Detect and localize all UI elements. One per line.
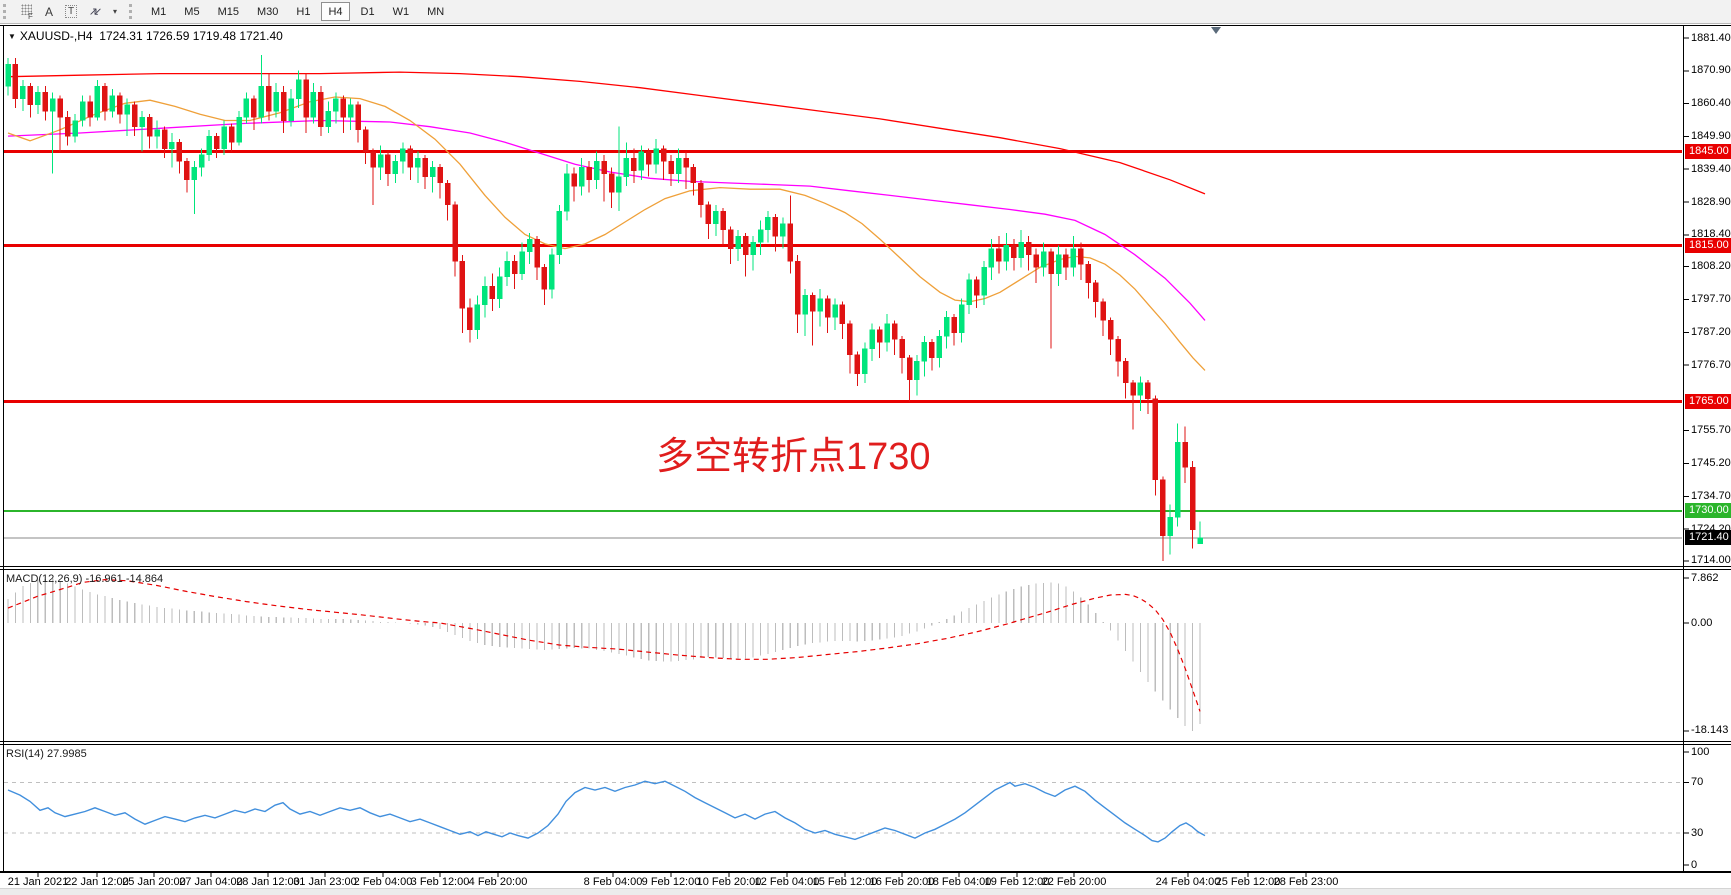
timeframe-button-M5[interactable]: M5 (177, 2, 207, 21)
price-tick-label: 1849.90 (1691, 129, 1731, 142)
price-tick-label: 1714.00 (1691, 554, 1731, 567)
candlestick-series (5, 54, 1203, 561)
time-axis-label: 25 Jan 20:00 (122, 876, 186, 888)
arrows-dropdown-button[interactable]: ▾ (105, 2, 125, 22)
timeframe-button-M30[interactable]: M30 (249, 2, 285, 21)
window-bottom-edge (0, 888, 1731, 895)
time-axis-label: 3 Feb 12:00 (410, 876, 470, 888)
time-axis-label: 22 Jan 12:00 (65, 876, 129, 888)
price-tick-label: 1776.70 (1691, 358, 1731, 371)
rsi-tick-label: 100 (1691, 745, 1710, 758)
time-axis-label: 28 Jan 12:00 (236, 876, 300, 888)
time-axis-label: 8 Feb 04:00 (583, 876, 643, 888)
price-badge-1721.40: 1721.40 (1685, 530, 1731, 546)
ma-magenta-mid (7, 119, 1206, 321)
time-axis-label: 16 Feb 20:00 (869, 876, 935, 888)
time-axis-label: 9 Feb 12:00 (641, 876, 701, 888)
toolbar-drag-grip[interactable] (3, 4, 10, 19)
timeframe-button-W1[interactable]: W1 (385, 2, 417, 21)
text-label-button[interactable]: T (61, 2, 81, 22)
timeframe-toolbar: M1 M5 M15 M30 H1 H4 D1 W1 MN (142, 2, 453, 21)
timeframe-button-H1[interactable]: H1 (289, 2, 318, 21)
t-box-icon: T (64, 5, 78, 18)
time-axis-label: 4 Feb 20:00 (468, 876, 528, 888)
price-tick-label: 1808.20 (1691, 260, 1731, 273)
timeframe-button-D1[interactable]: D1 (353, 2, 382, 21)
time-axis-label: 19 Feb 12:00 (984, 876, 1050, 888)
chart-annotation-text: 多空转折点1730 (656, 436, 931, 478)
price-tick-label: 1818.40 (1691, 228, 1731, 241)
rsi-tick-label: 70 (1691, 775, 1704, 788)
price-tick-label: 1734.70 (1691, 489, 1731, 502)
ma-red-long (7, 71, 1206, 195)
price-tick-label: 1797.70 (1691, 292, 1731, 305)
price-tick-label: 1881.40 (1691, 31, 1731, 44)
time-axis-label: 18 Feb 04:00 (926, 876, 992, 888)
dot-grid-icon (21, 4, 33, 15)
toolbar: F A T ↗↙ ▾ M1 M5 M15 M30 H1 H4 D1 W1 MN (0, 0, 1731, 24)
chart-ohlc-quote: 1724.31 1726.59 1719.48 1721.40 (99, 29, 283, 43)
timeframe-button-M15[interactable]: M15 (210, 2, 246, 21)
grid-f-icon-label: F (28, 11, 33, 21)
text-a-button[interactable]: A (39, 2, 59, 22)
rsi-tick-label: 30 (1691, 826, 1704, 839)
price-badge-1730.00: 1730.00 (1685, 503, 1731, 519)
time-axis-label: 27 Jan 04:00 (179, 876, 243, 888)
price-badge-1815.00: 1815.00 (1685, 237, 1731, 253)
price-badge-1845.00: 1845.00 (1685, 144, 1731, 160)
time-axis-label: 24 Feb 04:00 (1155, 876, 1221, 888)
chart-symbol-period: XAUUSD-,H4 (19, 29, 93, 43)
macd-indicator-label: MACD(12,26,9) -16.961 -14.864 (6, 573, 164, 585)
price-tick-label: 1787.20 (1691, 325, 1731, 338)
price-tick-label: 1745.20 (1691, 456, 1731, 469)
time-axis-label: 21 Jan 2021 (7, 876, 69, 888)
rsi-indicator-label: RSI(14) 27.9985 (6, 748, 87, 760)
timeframe-button-MN[interactable]: MN (420, 2, 452, 21)
price-tick-label: 1860.40 (1691, 97, 1731, 110)
macd-tick-label: 0.00 (1691, 616, 1713, 629)
rsi-tick-label: 0 (1691, 858, 1698, 871)
time-axis-label: 15 Feb 12:00 (812, 876, 878, 888)
ma-orange-fast (7, 96, 1206, 371)
time-axis-label: 25 Feb 12:00 (1215, 876, 1281, 888)
time-axis-label: 2 Feb 04:00 (353, 876, 413, 888)
cursor-arrows-button[interactable]: ↗↙ (83, 2, 103, 22)
rsi-line (7, 780, 1206, 843)
time-axis-label: 31 Jan 23:00 (293, 876, 357, 888)
price-tick-label: 1755.70 (1691, 424, 1731, 437)
price-tick-label: 1828.90 (1691, 195, 1731, 208)
macd-tick-label: -18.143 (1691, 724, 1729, 737)
chart-title: ▼ XAUUSD-,H4 1724.31 1726.59 1719.48 1721… (8, 29, 283, 43)
timeframe-button-H4[interactable]: H4 (320, 2, 350, 21)
time-axis-label: 10 Feb 20:00 (696, 876, 762, 888)
collapse-triangle-icon[interactable]: ▼ (8, 32, 16, 41)
price-tick-label: 1839.40 (1691, 162, 1731, 175)
time-axis-label: 22 Feb 20:00 (1041, 876, 1107, 888)
timeframe-button-M1[interactable]: M1 (144, 2, 174, 21)
time-axis-label: 28 Feb 23:00 (1273, 876, 1339, 888)
chevron-down-icon: ▾ (112, 7, 117, 16)
a-icon: A (44, 4, 53, 19)
chart-shift-marker-icon[interactable] (1211, 27, 1221, 34)
toolbar-drag-grip[interactable] (129, 4, 136, 19)
time-axis-label: 12 Feb 04:00 (754, 876, 820, 888)
indicator-grid-f-button[interactable]: F (17, 2, 37, 22)
macd-tick-label: 7.862 (1691, 571, 1719, 584)
price-tick-label: 1870.90 (1691, 64, 1731, 77)
macd-signal-line (7, 578, 1201, 712)
price-badge-1765.00: 1765.00 (1685, 394, 1731, 410)
